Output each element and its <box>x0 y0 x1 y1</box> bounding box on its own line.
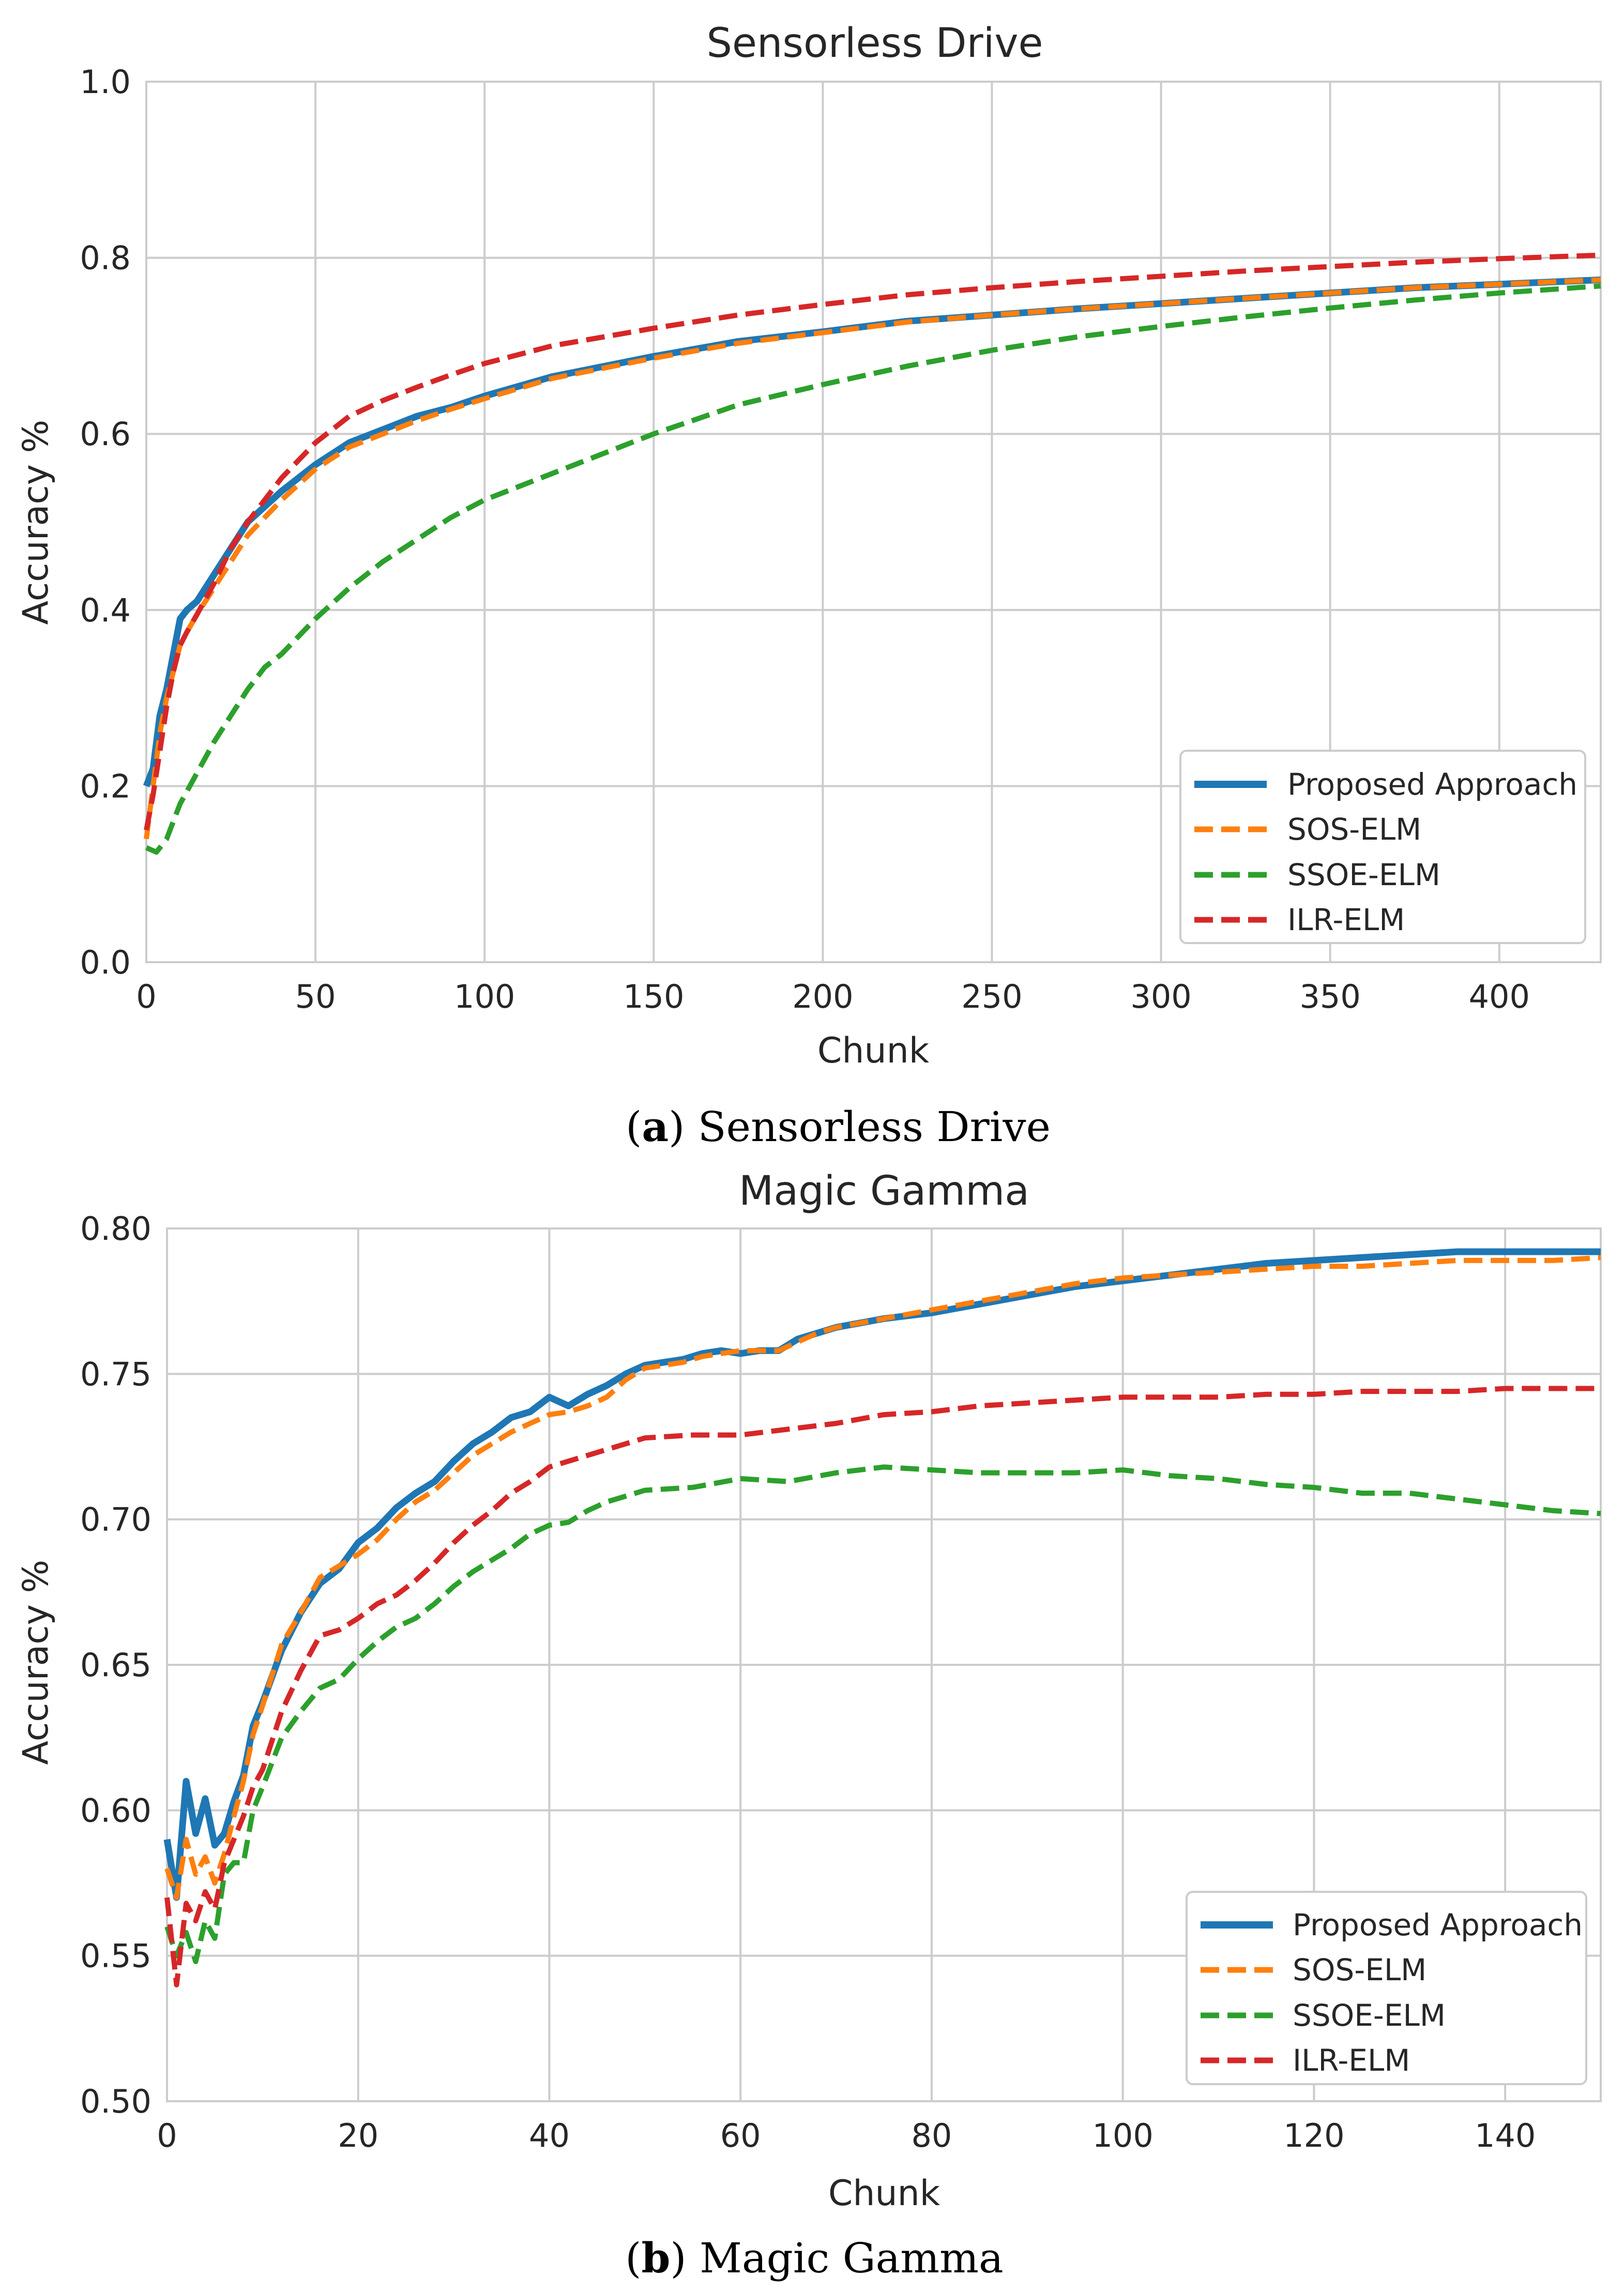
caption-letter: a <box>642 1102 669 1151</box>
legend: Proposed Approach SOS-ELM SSOE-ELM ILR-E… <box>1179 750 1586 944</box>
series-line-ilr-elm <box>144 252 1601 831</box>
x-axis-label: Chunk <box>817 1030 930 1071</box>
caption-text: Sensorless Drive <box>698 1103 1051 1151</box>
legend-label-proposed-approach: Proposed Approach <box>1293 1907 1583 1942</box>
chart-title: Magic Gamma <box>739 1168 1029 1215</box>
y-tick-label: 0.2 <box>80 767 131 805</box>
x-tick-label: 20 <box>338 2117 378 2154</box>
x-tick-label: 50 <box>295 978 336 1015</box>
x-tick-label: 80 <box>911 2117 952 2154</box>
x-tick-label: 0 <box>157 2117 177 2154</box>
x-tick-label: 350 <box>1299 978 1360 1015</box>
y-tick-label: 0.60 <box>80 1792 151 1829</box>
series-lines <box>163 1248 1601 1987</box>
caption-letter: b <box>641 2234 670 2282</box>
series-line-sos-elm <box>144 277 1601 840</box>
panel-sensorless-drive: Sensorless Drive 0 50 100 150 200 250 300 350 40… <box>16 20 1602 1151</box>
series-line-proposed-approach <box>163 1248 1601 1901</box>
tick-labels: 0 20 40 60 80 100 120 140 0.50 0.55 0.60 0.65 0.70 0.… <box>80 1210 1536 2154</box>
legend-label-ssoe-elm: SSOE-ELM <box>1293 1998 1446 2033</box>
y-tick-label: 0.55 <box>80 1937 151 1975</box>
x-tick-label: 300 <box>1130 978 1191 1015</box>
y-tick-label: 0.8 <box>80 239 131 277</box>
y-axis-label: Accuracy % <box>16 1560 56 1765</box>
y-tick-label: 0.50 <box>80 2083 151 2120</box>
tick-labels: 0 50 100 150 200 250 300 350 400 0.0 0.2 0.4 0.6 0.8 1… <box>80 63 1530 1015</box>
legend-label-ssoe-elm: SSOE-ELM <box>1287 857 1440 892</box>
series-lines <box>143 252 1601 855</box>
y-tick-label: 0.6 <box>80 415 131 453</box>
legend-label-sos-elm: SOS-ELM <box>1293 1952 1426 1987</box>
y-tick-label: 0.4 <box>80 591 131 629</box>
gridlines <box>166 1227 1601 2102</box>
chart-title: Sensorless Drive <box>706 20 1043 67</box>
x-tick-label: 140 <box>1475 2117 1536 2154</box>
caption-text: Magic Gamma <box>700 2234 1004 2282</box>
x-tick-label: 100 <box>1092 2117 1153 2154</box>
plot-frame <box>145 81 1602 963</box>
legend-label-proposed-approach: Proposed Approach <box>1287 767 1577 802</box>
series-line-ssoe-elm <box>164 1464 1601 1964</box>
panel-magic-gamma: Magic Gamma 0 20 40 60 80 100 120 140 0.50 0.55 0.… <box>16 1168 1602 2282</box>
y-tick-label: 0.70 <box>80 1501 151 1539</box>
x-tick-label: 60 <box>720 2117 761 2154</box>
series-line-sos-elm <box>164 1255 1601 1901</box>
series-line-ilr-elm <box>164 1386 1601 1987</box>
y-tick-label: 0.75 <box>80 1355 151 1393</box>
x-tick-label: 120 <box>1283 2117 1344 2154</box>
x-tick-label: 150 <box>623 978 684 1015</box>
y-tick-label: 1.0 <box>80 63 131 101</box>
legend-box <box>1186 1891 1587 2085</box>
caption: (b) Magic Gamma <box>625 2234 1003 2282</box>
x-tick-label: 200 <box>792 978 853 1015</box>
legend-box <box>1179 750 1586 944</box>
plot-frame <box>166 1227 1602 2102</box>
x-tick-label: 40 <box>529 2117 570 2154</box>
y-tick-label: 0.0 <box>80 944 131 981</box>
caption: (a) Sensorless Drive <box>626 1102 1051 1151</box>
legend: Proposed Approach SOS-ELM SSOE-ELM ILR-E… <box>1186 1891 1587 2085</box>
x-tick-label: 0 <box>136 978 156 1015</box>
y-tick-label: 0.65 <box>80 1646 151 1684</box>
x-axis-label: Chunk <box>828 2173 940 2214</box>
x-tick-label: 100 <box>454 978 515 1015</box>
legend-label-ilr-elm: ILR-ELM <box>1293 2043 1410 2078</box>
legend-label-ilr-elm: ILR-ELM <box>1287 902 1405 937</box>
x-tick-label: 400 <box>1469 978 1530 1015</box>
series-line-ssoe-elm <box>145 283 1601 855</box>
y-axis-label: Accuracy % <box>16 420 56 625</box>
x-tick-label: 250 <box>961 978 1022 1015</box>
series-line-proposed-approach <box>143 276 1601 787</box>
legend-label-sos-elm: SOS-ELM <box>1287 812 1421 847</box>
y-tick-label: 0.80 <box>80 1210 151 1248</box>
